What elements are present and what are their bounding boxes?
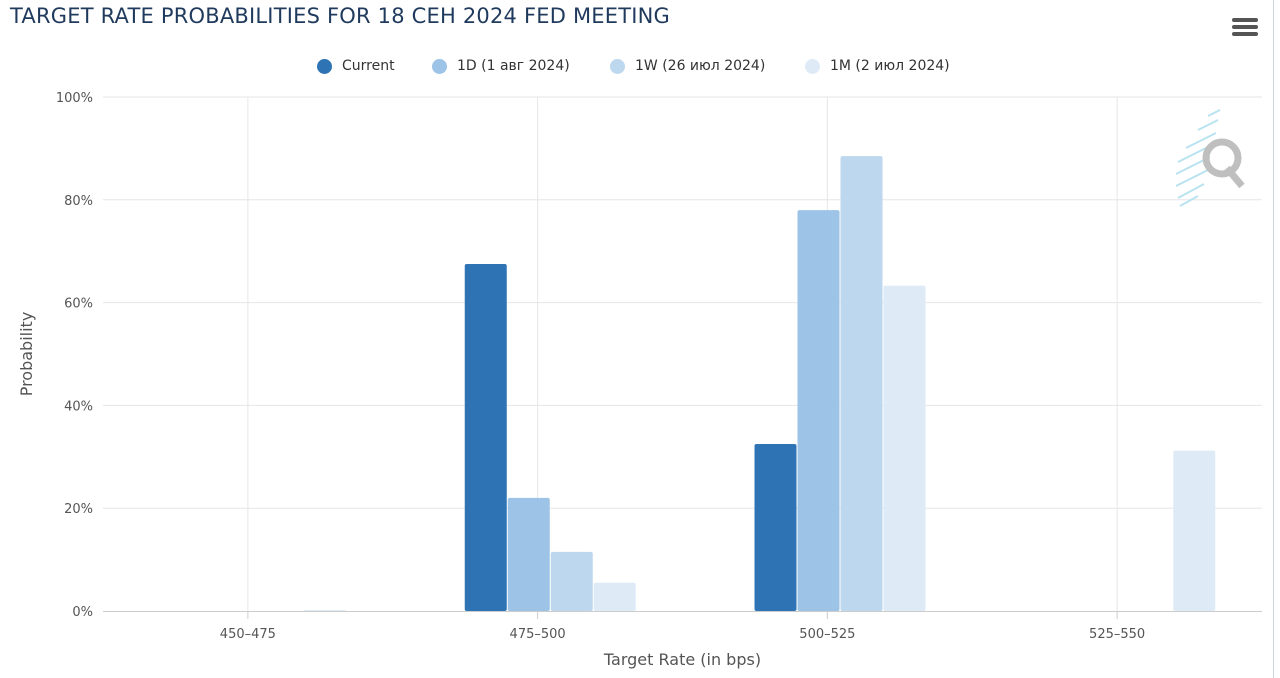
y-tick-label: 20%	[64, 502, 93, 517]
legend-marker-1w	[610, 58, 625, 74]
legend-label-1m: 1M (2 июл 2024)	[830, 58, 950, 74]
legend-item-1d[interactable]: 1D (1 авг 2024)	[432, 58, 570, 74]
legend-item-1w[interactable]: 1W (26 июл 2024)	[610, 58, 765, 74]
x-tick-label: 450–475	[220, 627, 276, 642]
hamburger-menu-icon[interactable]	[1232, 18, 1258, 40]
quikstrike-logo	[1175, 109, 1245, 207]
legend-item-current[interactable]: Current	[317, 58, 395, 74]
y-tick-label: 80%	[64, 194, 93, 209]
bar-1d	[797, 210, 840, 611]
y-tick-label: 60%	[64, 297, 93, 312]
bar-current	[464, 264, 507, 611]
y-tick-label: 40%	[64, 399, 93, 414]
x-axis-title: Target Rate (in bps)	[603, 650, 761, 669]
chart-legend: Current 1D (1 авг 2024) 1W (26 июл 2024)…	[0, 58, 1280, 80]
bar-1w	[550, 551, 593, 611]
bar-1m	[593, 582, 636, 611]
legend-label-1d: 1D (1 авг 2024)	[457, 58, 570, 74]
bar-current	[754, 443, 797, 611]
panel-border	[1273, 0, 1274, 678]
chart-title: TARGET RATE PROBABILITIES FOR 18 СЕН 202…	[10, 4, 671, 28]
x-tick-label: 475–500	[510, 627, 566, 642]
y-tick-label: 100%	[56, 91, 93, 106]
bar-1d	[507, 497, 550, 611]
bar-1w	[840, 156, 883, 612]
x-tick-label: 500–525	[799, 627, 855, 642]
legend-label-current: Current	[342, 58, 395, 74]
bar-1m	[1173, 450, 1216, 611]
x-tick-label: 525–550	[1089, 627, 1145, 642]
bar-1m	[883, 285, 926, 611]
bar-1m	[304, 609, 346, 611]
legend-marker-1d	[432, 58, 447, 74]
y-tick-label: 0%	[72, 605, 93, 620]
legend-marker-current	[317, 58, 332, 74]
legend-marker-1m	[805, 58, 820, 74]
y-axis-title: Probability	[17, 312, 36, 397]
legend-item-1m[interactable]: 1M (2 июл 2024)	[805, 58, 950, 74]
legend-label-1w: 1W (26 июл 2024)	[635, 58, 766, 74]
